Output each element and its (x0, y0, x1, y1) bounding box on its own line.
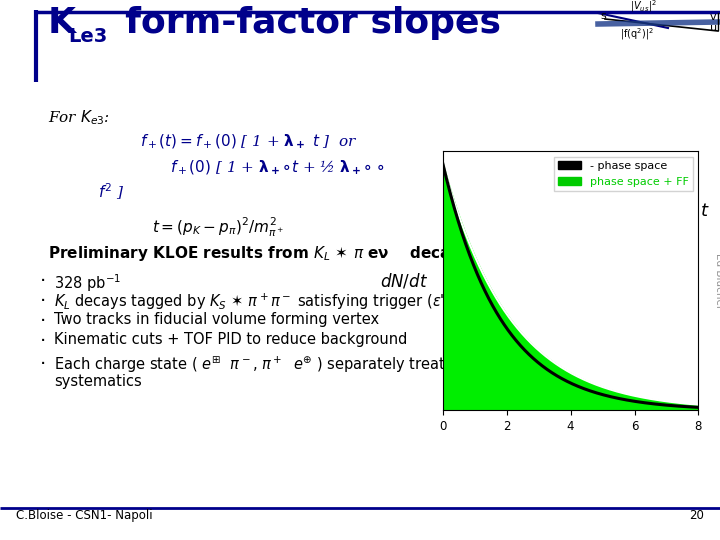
Text: v: v (710, 12, 716, 22)
Text: Le3: Le3 (68, 27, 107, 46)
Text: K: K (48, 6, 76, 40)
Text: ·: · (40, 272, 46, 291)
Text: $K_L$ decays tagged by $K_S$ ✶ $\pi^+\pi^-$ satisfying trigger ($\varepsilon$" 3: $K_L$ decays tagged by $K_S$ ✶ $\pi^+\pi… (54, 292, 490, 312)
Text: |f(q$^2$)|$^2$: |f(q$^2$)|$^2$ (620, 26, 654, 42)
Y-axis label: $dN/dt$: $dN/dt$ (380, 271, 428, 291)
Text: ·: · (40, 312, 46, 331)
Legend: - phase space, phase space + FF: - phase space, phase space + FF (554, 157, 693, 191)
Text: $f_+(0)$ [ 1 + $\mathbf{\lambda_+}$$\mathbf{\circ}$$t$ + ½ $\mathbf{\lambda_+}$$: $f_+(0)$ [ 1 + $\mathbf{\lambda_+}$$\mat… (170, 159, 384, 178)
Text: Preliminary KLOE results from $\mathit{K_L}$ ✶ $\pi$ eν    decays: Preliminary KLOE results from $\mathit{K… (48, 244, 470, 263)
Text: 20: 20 (689, 509, 704, 522)
Text: u: u (710, 23, 717, 33)
Text: ·: · (40, 332, 46, 351)
Text: $t = (p_K - p_\pi)^2/ m^2_{\pi^+}$: $t = (p_K - p_\pi)^2/ m^2_{\pi^+}$ (152, 215, 284, 239)
Text: ·: · (40, 355, 46, 374)
Text: Ed Blucher: Ed Blucher (714, 253, 720, 309)
Text: systematics: systematics (54, 374, 142, 389)
Text: form-factor slopes: form-factor slopes (100, 6, 501, 40)
Text: 328 pb$^{-1}$: 328 pb$^{-1}$ (54, 272, 122, 294)
Text: $f^2$ ]: $f^2$ ] (98, 182, 125, 202)
Text: Each charge state ( $e^{\boxplus}$  $\pi^-$, $\pi^+$  $e^{\oplus}$ ) separately : Each charge state ( $e^{\boxplus}$ $\pi^… (54, 355, 531, 375)
Text: $f_+(t) = f_+(0)$ [ 1 + $\mathbf{\lambda_+}$ $t$ ]  or: $f_+(t) = f_+(0)$ [ 1 + $\mathbf{\lambda… (140, 133, 358, 151)
Text: For $K_{e3}$:: For $K_{e3}$: (48, 108, 110, 127)
Text: Two tracks in fiducial volume forming vertex: Two tracks in fiducial volume forming ve… (54, 312, 379, 327)
Text: s: s (600, 11, 606, 21)
Text: C.Bloise - CSN1- Napoli: C.Bloise - CSN1- Napoli (16, 509, 153, 522)
Text: ·: · (40, 292, 46, 311)
Text: $\mathit{t}$: $\mathit{t}$ (700, 202, 710, 220)
Text: $|V_{us}|^2$: $|V_{us}|^2$ (630, 0, 657, 14)
Text: Kinematic cuts + TOF PID to reduce background: Kinematic cuts + TOF PID to reduce backg… (54, 332, 408, 347)
